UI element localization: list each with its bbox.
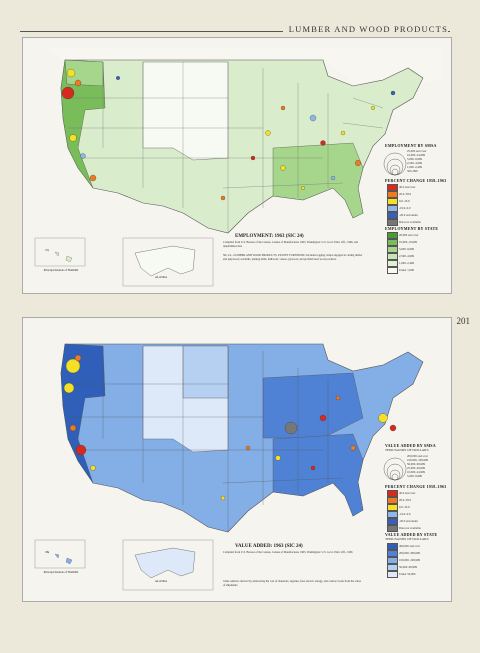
legend-swatch [387, 253, 398, 260]
legend-swatch [387, 511, 398, 518]
legend-item: 40.0 and over [399, 185, 416, 189]
legend-item: 50,000–99,999 [407, 462, 425, 466]
legend-item: 0.0–19.9 [399, 505, 410, 509]
legend-swatch [387, 557, 398, 564]
legend-item: 20,000 and over [399, 233, 419, 237]
legend-item: Under 1,000 [399, 268, 414, 272]
legend-item: Data not available [399, 526, 421, 530]
legend-swatch [387, 571, 398, 578]
legend-item: 25,000 and over [407, 149, 427, 153]
legend-swatch [387, 267, 398, 274]
value-added-caption-source: Compiled from U.S. Bureau of the Census,… [223, 551, 353, 554]
value-change-legend-title: PERCENT CHANGE 1958–1963 [385, 484, 447, 489]
alaska-inset-label: ALASKA [154, 275, 168, 279]
legend-swatch [387, 246, 398, 253]
legend-item: 50,000–99,999 [399, 565, 417, 569]
legend-item: 5,000–9,999 [399, 247, 414, 251]
hawaii-inset-label-2: Principal Islands of HAWAII [43, 570, 79, 574]
employment-map [23, 38, 451, 293]
legend-swatch [387, 205, 398, 212]
legend-item: -19.9–0.0 [399, 206, 411, 210]
value-circles-legend-sub: THOUSANDS OF DOLLARS [385, 448, 429, 452]
legend-swatch [387, 191, 398, 198]
legend-item: 100,000–199,999 [399, 558, 420, 562]
value-added-description: Value added is derived by subtracting th… [223, 580, 361, 587]
legend-swatch [387, 260, 398, 267]
legend-item: 0.0–19.9 [399, 199, 410, 203]
legend-item: 200,000–399,999 [399, 551, 420, 555]
legend-item: 400,000 and over [399, 544, 420, 548]
legend-swatch [387, 490, 398, 497]
legend-item: 2,500–4,999 [407, 161, 422, 165]
header-rule [20, 31, 450, 32]
legend-item: 5,000–9,999 [407, 474, 422, 478]
legend-item: 20.0–39.9 [399, 192, 411, 196]
legend-item: 10,000–24,999 [407, 153, 425, 157]
employment-state-legend-title: EMPLOYMENT BY STATE [385, 226, 439, 231]
legend-swatch [387, 550, 398, 557]
legend-swatch [387, 504, 398, 511]
employment-circles-legend [383, 152, 407, 176]
legend-item: 100,000–199,999 [407, 458, 428, 462]
legend-item: 10,000–19,999 [399, 240, 417, 244]
legend-item: 20.0–39.9 [399, 498, 411, 502]
legend-item: 25,000–49,999 [407, 466, 425, 470]
legend-item: 1,000–2,499 [399, 261, 414, 265]
employment-description: SIC 24—LUMBER AND WOOD PRODUCTS, EXCEPT … [223, 254, 363, 261]
value-circles-legend-title: VALUE ADDED BY SMSA [385, 443, 436, 448]
legend-item: 10,000–24,999 [407, 470, 425, 474]
employment-caption-source: Compiled from U.S. Bureau of the Census,… [223, 241, 358, 248]
page-number: 201 [456, 316, 471, 326]
legend-swatch [387, 184, 398, 191]
legend-swatch [387, 232, 398, 239]
hawaii-inset-label: Principal Islands of HAWAII [43, 268, 79, 272]
legend-item: Under 50,000 [399, 572, 416, 576]
legend-swatch [387, 564, 398, 571]
value-circles-legend [383, 457, 407, 481]
legend-item: 500–999 [407, 169, 418, 173]
legend-item: 200,000 and over [407, 454, 428, 458]
legend-swatch [387, 219, 398, 226]
legend-swatch [387, 525, 398, 532]
legend-item: -19.9–0.0 [399, 512, 411, 516]
legend-item: 5,000–9,999 [407, 157, 422, 161]
employment-circles-legend-title: EMPLOYMENT BY SMSA [385, 143, 437, 148]
legend-swatch [387, 518, 398, 525]
value-added-map-panel: Principal Islands of HAWAII ALASKA VALUE… [22, 317, 452, 602]
legend-swatch [387, 198, 398, 205]
alaska-inset-label-2: ALASKA [154, 579, 168, 583]
value-added-caption-title: VALUE ADDED: 1963 (SIC 24) [235, 544, 303, 549]
legend-item: -20.0 and under [399, 213, 418, 217]
employment-caption-title: EMPLOYMENT: 1963 (SIC 24) [235, 234, 304, 239]
legend-swatch [387, 497, 398, 504]
value-state-legend-sub: THOUSANDS OF DOLLARS [385, 537, 429, 541]
value-state-legend-title: VALUE ADDED BY STATE [385, 532, 438, 537]
page-title: LUMBER AND WOOD PRODUCTS [282, 24, 448, 34]
legend-swatch [387, 543, 398, 550]
legend-item: 1,000–2,499 [407, 165, 422, 169]
legend-item: Data not available [399, 220, 421, 224]
legend-swatch [387, 212, 398, 219]
legend-item: 40.0 and over [399, 491, 416, 495]
employment-change-legend-title: PERCENT CHANGE 1958–1963 [385, 178, 447, 183]
value-added-map [23, 318, 451, 601]
employment-map-panel: Principal Islands of HAWAII ALASKA EMPLO… [22, 37, 452, 294]
legend-item: -20.0 and under [399, 519, 418, 523]
legend-swatch [387, 239, 398, 246]
legend-item: 2,500–4,999 [399, 254, 414, 258]
